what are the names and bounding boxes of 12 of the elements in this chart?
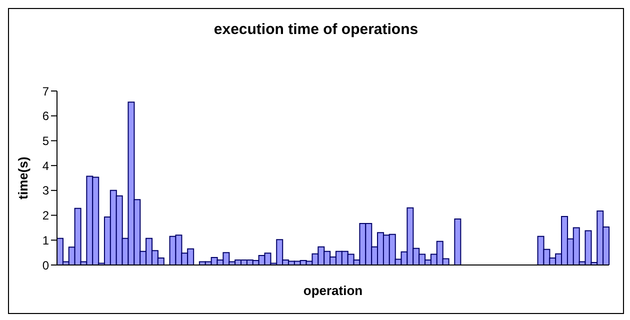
y-tick-label: 5: [42, 134, 50, 148]
chart-title: execution time of operations: [212, 21, 420, 38]
y-tick-label: 6: [42, 109, 50, 124]
y-tick-label: 4: [42, 158, 50, 173]
y-tick-label: 7: [42, 84, 50, 98]
y-tick-label: 3: [42, 184, 50, 198]
y-tick-label: 2: [42, 208, 50, 223]
y-axis-title: time(s): [16, 156, 31, 200]
x-axis-title: operation: [303, 283, 363, 298]
y-tick-label: 0: [42, 258, 50, 272]
bar: [454, 218, 462, 265]
y-tick-label: 1: [42, 233, 50, 248]
